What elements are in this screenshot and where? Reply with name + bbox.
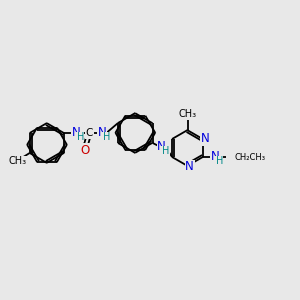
Text: H: H bbox=[76, 132, 84, 142]
Text: N: N bbox=[201, 133, 210, 146]
Text: N: N bbox=[185, 160, 194, 173]
Text: N: N bbox=[98, 125, 107, 139]
Text: N: N bbox=[211, 149, 220, 163]
Text: CH₂CH₃: CH₂CH₃ bbox=[234, 152, 265, 161]
Text: H: H bbox=[215, 156, 223, 166]
Text: C: C bbox=[85, 128, 93, 138]
Text: H: H bbox=[103, 132, 110, 142]
Text: CH₃: CH₃ bbox=[178, 109, 197, 119]
Text: O: O bbox=[81, 143, 90, 157]
Text: CH₃: CH₃ bbox=[9, 156, 27, 166]
Text: H: H bbox=[162, 146, 169, 156]
Text: N: N bbox=[157, 140, 166, 152]
Text: N: N bbox=[72, 125, 81, 139]
